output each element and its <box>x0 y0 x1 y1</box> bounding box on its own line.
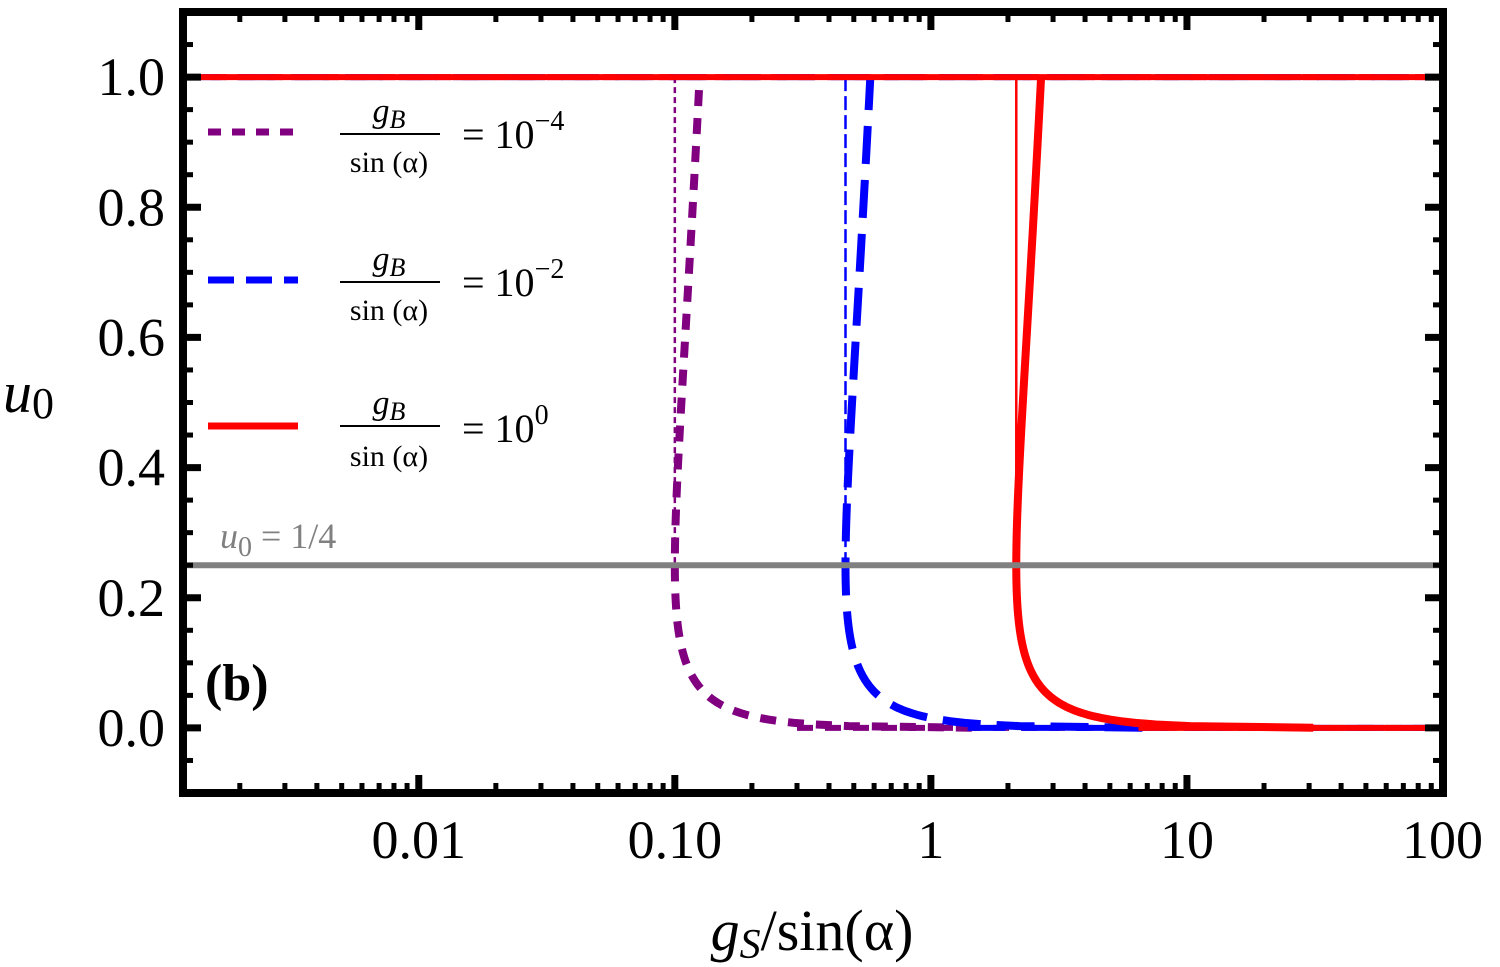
x-axis-title-g: g <box>711 898 740 963</box>
legend-item-1e0: gB sin (α) = 100 <box>208 385 549 473</box>
y-tick-label-2: 0.4 <box>98 438 166 498</box>
reference-label-u: u <box>220 516 238 556</box>
legend-numerator: gB <box>373 93 406 134</box>
reference-label-rest: = 1/4 <box>252 516 336 556</box>
x-axis-title-sub: S <box>740 922 761 967</box>
y-axis-title-sub: 0 <box>32 379 54 428</box>
reference-label-sub: 0 <box>238 532 252 563</box>
series-curve-1 <box>841 74 1143 732</box>
tick-layer: 0.0 0.2 0.4 0.6 0.8 1.0 0.01 0.10 1 10 100 <box>98 9 1483 870</box>
series-curve-0 <box>670 74 972 732</box>
legend-denominator: sin (α) <box>350 440 428 473</box>
y-tick-label-1: 0.2 <box>98 568 166 628</box>
x-tick-label-0: 0.01 <box>372 810 467 870</box>
legend-value: = 100 <box>462 400 549 451</box>
legend-numerator: gB <box>373 385 406 426</box>
y-tick-label-0: 0.0 <box>98 698 166 758</box>
legend-value: = 10−4 <box>462 106 564 157</box>
x-axis-title-rest: /sin(α) <box>761 898 914 963</box>
panel-label: (b) <box>205 655 269 712</box>
series-layer <box>183 74 1443 732</box>
legend-denominator: sin (α) <box>350 294 428 327</box>
series-curve-2 <box>1012 74 1314 732</box>
y-tick-label-3: 0.6 <box>98 307 166 367</box>
y-tick-label-5: 1.0 <box>98 47 166 107</box>
x-tick-label-3: 10 <box>1160 810 1214 870</box>
x-tick-label-1: 0.10 <box>628 810 723 870</box>
legend-denominator: sin (α) <box>350 146 428 179</box>
y-axis-title: u0 <box>3 360 54 428</box>
legend: gB sin (α) = 10−4 gB sin (α) = 10−2 gB s… <box>208 93 564 473</box>
y-tick-label-4: 0.8 <box>98 177 166 237</box>
legend-numerator: gB <box>373 241 406 282</box>
legend-value: = 10−2 <box>462 254 564 305</box>
legend-item-1e-2: gB sin (α) = 10−2 <box>208 241 564 327</box>
x-tick-label-2: 1 <box>917 810 944 870</box>
legend-item-1e-4: gB sin (α) = 10−4 <box>208 93 564 179</box>
y-axis-title-u: u <box>3 360 32 425</box>
reference-line-label: u0 = 1/4 <box>220 516 336 563</box>
x-axis-title: gS/sin(α) <box>711 898 914 967</box>
x-tick-label-4: 100 <box>1402 810 1483 870</box>
